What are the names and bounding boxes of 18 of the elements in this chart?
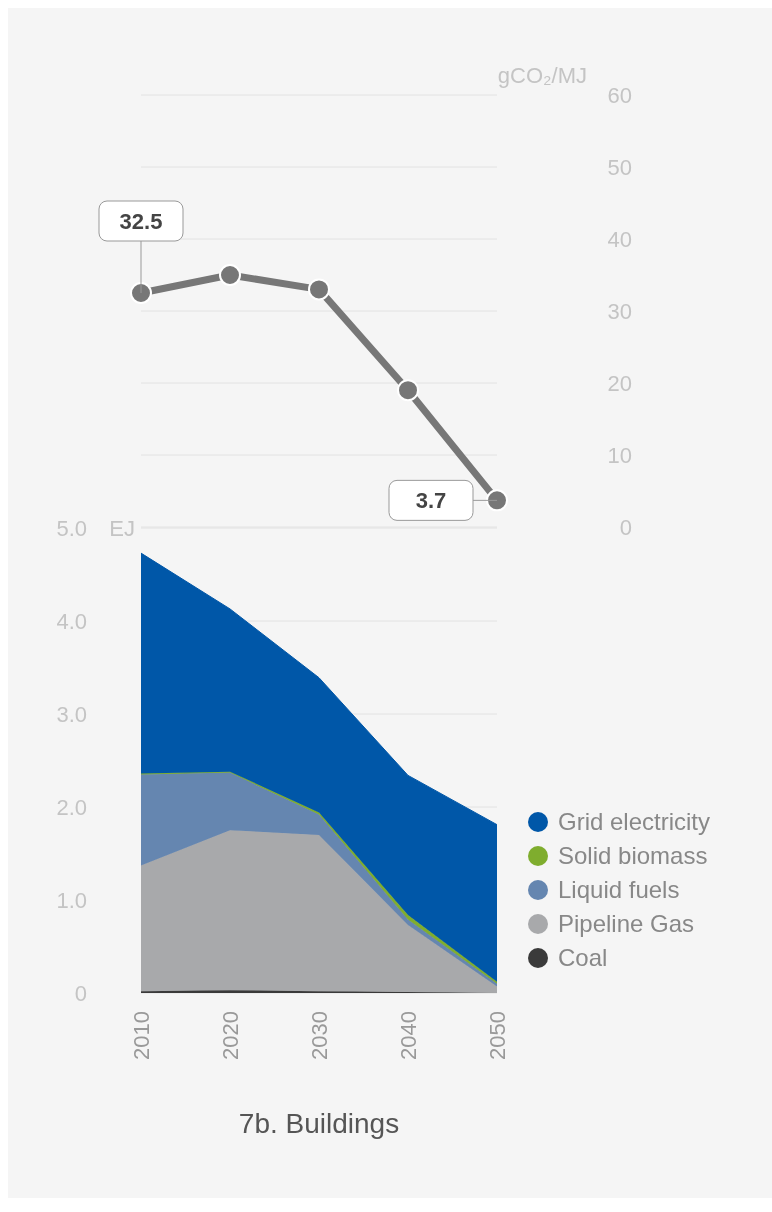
legend-label: Pipeline Gas (558, 910, 696, 938)
text: 7b. Buildings (237, 1108, 401, 1140)
legend-label: Coal (558, 944, 609, 972)
data-label: 3.7 (415, 488, 447, 514)
x-tick-label: 2040 (396, 1011, 421, 1060)
point (486, 489, 508, 512)
x-tick-label: 2010 (129, 1011, 154, 1060)
data-label: 32.5 (119, 209, 163, 234)
legend-label: Solid biomass (558, 842, 709, 870)
x-tick-label: 2020 (218, 1011, 243, 1060)
x-tick-label: 2030 (307, 1011, 332, 1060)
point (308, 278, 330, 301)
point (219, 264, 241, 286)
point (397, 379, 419, 402)
legend-label: Grid electricity (558, 808, 712, 836)
legend-label: Liquid fuels (558, 876, 681, 904)
point (130, 282, 152, 304)
x-tick-label: 2050 (485, 1011, 510, 1060)
